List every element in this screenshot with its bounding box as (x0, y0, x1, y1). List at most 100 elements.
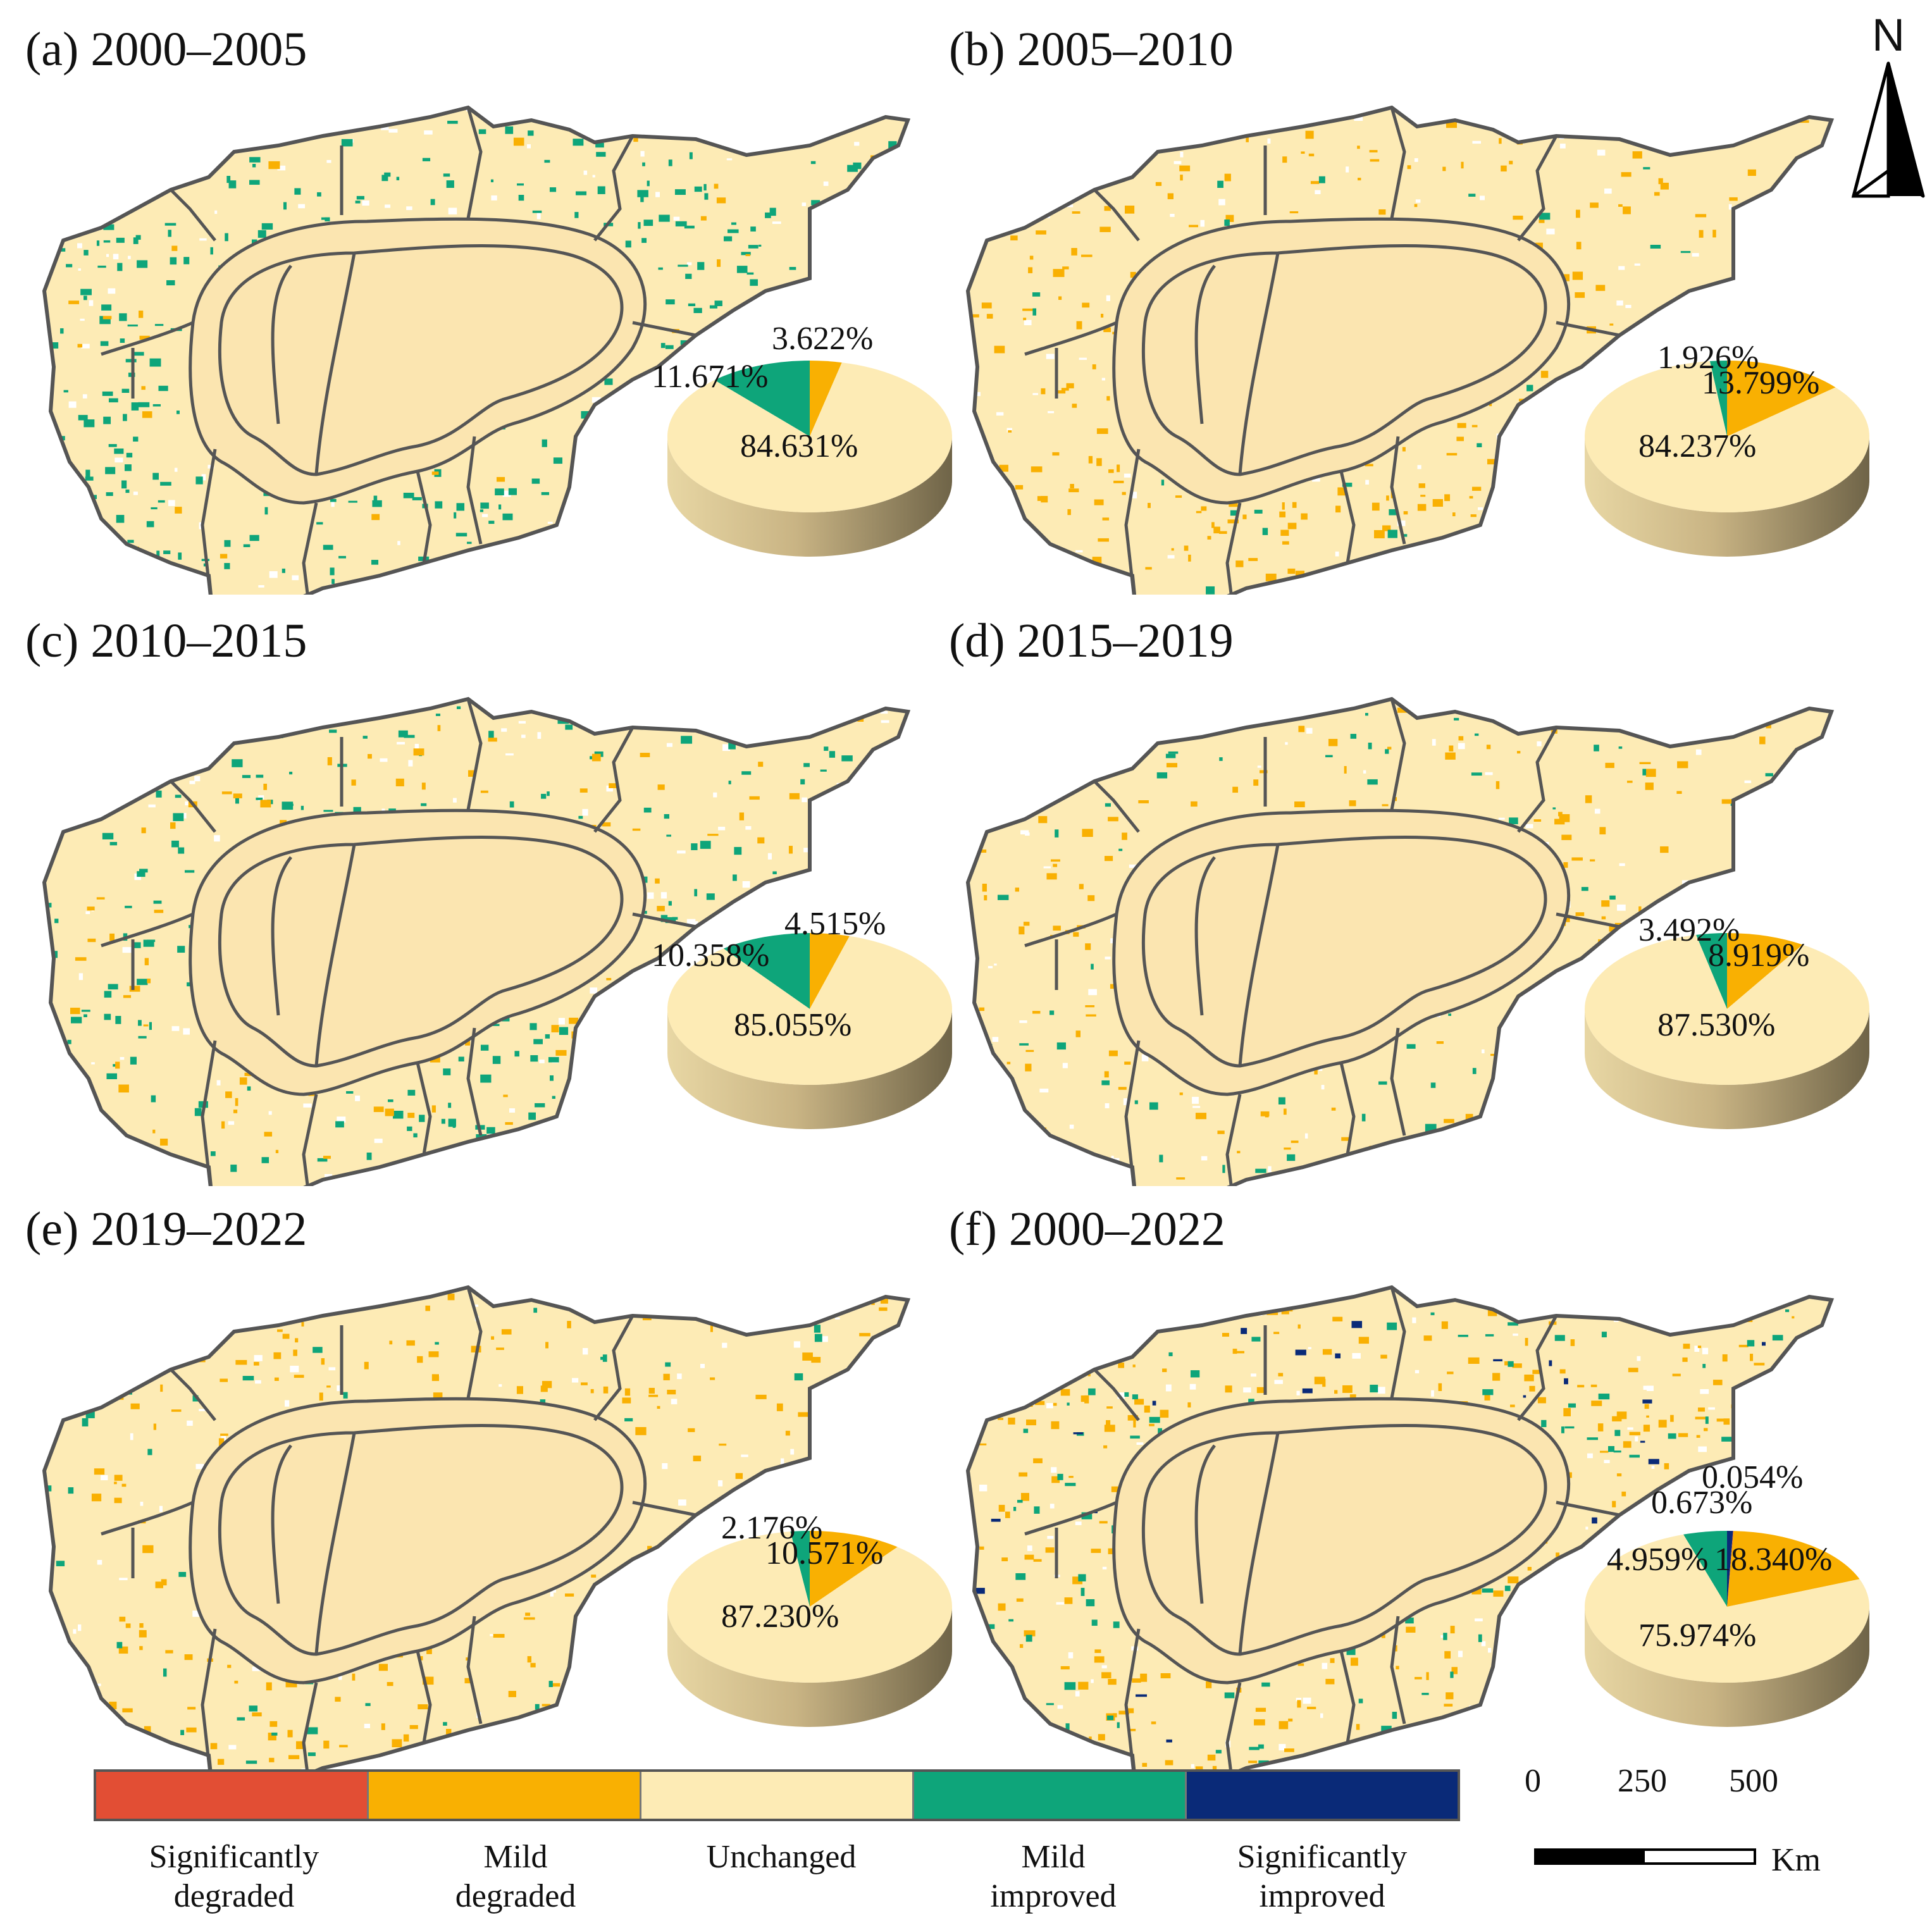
sub-region-boundary (593, 726, 635, 833)
panel-title: (a) 2000–2005 (25, 23, 307, 76)
scale-tick-500: 500 (1729, 1763, 1778, 1799)
sub-region-boundary (101, 912, 194, 948)
region-outline (965, 1285, 1835, 1774)
region-map (965, 105, 1835, 595)
pie-label: 13.799% (1702, 365, 1820, 401)
map-panel-d: (d) 2015–2019 3.492% 8.919% 87.530% (949, 617, 1885, 1186)
map-panel-a: (a) 2000–2005 11.671% 3.622% 84.631% (25, 25, 962, 595)
sub-region-boundary (1556, 912, 1620, 929)
scale-bar-black (1534, 1848, 1645, 1865)
sub-region-boundary (1390, 107, 1406, 219)
legend-label: Mild improved (990, 1839, 1117, 1915)
sub-region-boundary (314, 252, 356, 475)
pie-slice-mild-degraded (1727, 361, 1836, 436)
basin-core (218, 244, 624, 476)
pie-svg (667, 933, 952, 1129)
sub-region-boundary (302, 1682, 318, 1774)
sub-region-boundary (1390, 436, 1406, 545)
pie-svg (667, 1531, 952, 1727)
sub-region-boundary (1339, 471, 1356, 564)
pie-slice-mild-improved (1709, 361, 1727, 436)
pie-label: 85.055% (734, 1007, 852, 1043)
pie-label: 8.919% (1708, 937, 1810, 974)
sub-region-boundary (1238, 252, 1280, 475)
sub-region-boundary (1225, 502, 1242, 595)
map-panel-f: (f) 2000–2022 4.959% 0.673% 0.054% 18.340% 7… (949, 1205, 1885, 1774)
sub-region-boundary (1124, 1628, 1141, 1774)
sub-region-boundary (271, 856, 292, 1016)
pie-label: 84.237% (1638, 428, 1757, 464)
pie-label: 0.054% (1702, 1459, 1804, 1495)
pie-slice-mild-improved (714, 361, 810, 436)
pie-label: 84.631% (740, 428, 858, 464)
pie-slice-mild-improved (723, 933, 810, 1009)
pie-label: 10.571% (765, 1535, 884, 1571)
sub-region-boundary (1024, 321, 1118, 356)
map-panel-b: (b) 2005–2010 1.926% 13.799% 84.237% (949, 25, 1885, 595)
legend-label: Significantly degraded (149, 1839, 319, 1915)
pie-chart: 4.959% 0.673% 0.054% 18.340% 75.974% (1575, 1461, 1879, 1746)
panel-title: (d) 2015–2019 (949, 614, 1234, 667)
basin-core (1142, 244, 1547, 476)
sub-region-boundary (1339, 1062, 1356, 1155)
scale-tick-0: 0 (1525, 1763, 1541, 1799)
sub-region-boundary (1093, 780, 1140, 833)
pie-side (1585, 436, 1869, 557)
sub-region-boundary (271, 264, 292, 424)
sub-region-boundary (416, 471, 432, 564)
sub-region-boundary (416, 1062, 432, 1155)
pie-slice-mild-improved (1683, 1531, 1727, 1607)
pie-slice-unchanged (667, 936, 952, 1085)
sub-region-boundary (201, 448, 217, 595)
pie-slice-mild-degraded (810, 933, 850, 1009)
sub-region-boundary (1124, 1040, 1141, 1186)
sub-region-boundary (1390, 698, 1406, 810)
scale-bar-white (1642, 1848, 1756, 1865)
pie-label: 1.926% (1657, 340, 1759, 376)
region-outline (42, 105, 911, 595)
basin-core (218, 835, 624, 1068)
pie-slice-mild-improved (1696, 933, 1727, 1009)
pie-chart: 1.926% 13.799% 84.237% (1575, 342, 1879, 576)
sub-region-boundary (1093, 1368, 1140, 1421)
sub-region-boundary (1194, 856, 1216, 1016)
pie-side (667, 1607, 952, 1727)
sub-region-boundary (1517, 726, 1558, 833)
pie-slice-mild-degraded (810, 1531, 898, 1607)
sub-region-boundary (1225, 1682, 1242, 1774)
pie-slice-significantly-degraded (1727, 1531, 1734, 1607)
pie-slice-mild-degraded (1727, 933, 1803, 1009)
pie-side (667, 1009, 952, 1129)
pie-label: 87.530% (1657, 1007, 1776, 1043)
sub-region-boundary (466, 1027, 483, 1136)
pie-label: 3.492% (1638, 912, 1740, 948)
sub-region-boundary (466, 107, 483, 219)
sub-region-boundary (632, 321, 697, 337)
sub-region-boundary (1517, 135, 1558, 242)
region-map (965, 696, 1835, 1186)
sub-region-boundary (1556, 321, 1620, 337)
pie-slice-significantly-improved (1727, 1531, 1733, 1607)
panel-title: (f) 2000–2022 (949, 1203, 1225, 1256)
north-label: N (1872, 10, 1905, 61)
sub-region-boundary (170, 189, 216, 242)
legend-swatch-mild-degraded (369, 1772, 641, 1819)
pie-label: 87.230% (721, 1599, 839, 1635)
sub-region-boundary (632, 1500, 697, 1517)
region-outline (965, 105, 1835, 595)
legend-swatch-unchanged (641, 1772, 914, 1819)
pie-label: 0.673% (1651, 1485, 1753, 1521)
pie-slice-unchanged (667, 1531, 952, 1683)
map-panel-c: (c) 2010–2015 10.358% 4.515% 85.055% (25, 617, 962, 1186)
sub-region-boundary (170, 780, 216, 833)
pie-slice-mild-degraded (1727, 1531, 1860, 1607)
sub-region-boundary (314, 1432, 356, 1655)
sub-region-boundary (1024, 912, 1118, 948)
region-outline (965, 696, 1835, 1186)
pie-chart: 2.176% 10.571% 87.230% (658, 1512, 962, 1746)
sub-region-boundary (170, 1368, 216, 1421)
sub-region-boundary (593, 135, 635, 242)
panel-title: (b) 2005–2010 (949, 23, 1234, 76)
pie-slice-unchanged (1585, 1534, 1869, 1683)
region-outline (42, 1285, 911, 1774)
